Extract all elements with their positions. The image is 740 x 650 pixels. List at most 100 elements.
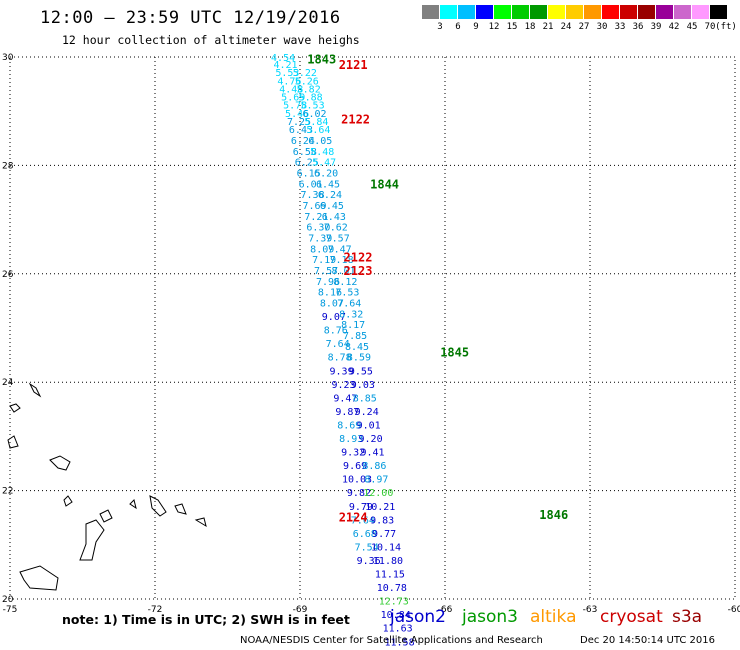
- y-tick-label: 20: [2, 595, 14, 605]
- legend-swatch: [620, 5, 637, 19]
- wave-height-value: 5.46: [285, 109, 309, 120]
- satellite-altika: altika: [530, 607, 577, 627]
- legend-label: 3: [437, 22, 443, 32]
- legend-label: 42: [668, 22, 680, 32]
- wave-height-value: 9.03: [351, 380, 375, 391]
- wave-height-value: 9.87: [335, 407, 359, 418]
- wave-height-value: 12.73: [379, 597, 409, 608]
- legend-label: 15: [506, 22, 518, 32]
- wave-height-value: 9.77: [372, 529, 396, 540]
- wave-height-value: 7.38: [301, 190, 325, 201]
- wave-height-value: 10.03: [342, 475, 372, 486]
- wave-height-value: 9.41: [360, 448, 384, 459]
- wave-height-value: 9.23: [331, 380, 355, 391]
- wave-height-value: 7.53: [335, 288, 359, 299]
- wave-height-value: 9.32: [341, 448, 365, 459]
- wave-height-value: 8.85: [353, 393, 377, 404]
- color-legend: 3 6 9 12 15 18 21 24 27 30 33 36 39 42 45 70 (ft): [422, 5, 737, 33]
- legend-label: 6: [455, 22, 461, 32]
- island-outline: [79, 519, 105, 561]
- wave-height-value: 7.39: [308, 233, 332, 244]
- legend-swatch: [512, 5, 529, 19]
- wave-height-value: 8.76: [324, 326, 348, 337]
- wave-height-value: 5.88: [299, 93, 323, 104]
- legend-swatch: [422, 5, 439, 19]
- legend-label: 21: [542, 22, 554, 32]
- wave-height-value: 9.55: [349, 366, 373, 377]
- wave-height-value: 8.12: [333, 277, 357, 288]
- legend-label: 45: [686, 22, 698, 32]
- island-outline: [49, 455, 71, 471]
- wave-height-value: 4.21: [273, 60, 297, 71]
- wave-height-value: 10.78: [377, 583, 407, 594]
- wave-height-value: 4.54: [271, 53, 295, 64]
- pass-time-label: 1843: [307, 53, 336, 67]
- wave-height-value: 8.07: [320, 299, 344, 310]
- wave-height-value: 6.25: [295, 158, 319, 169]
- wave-height-value: 8.97: [364, 475, 388, 486]
- wave-height-value: 11.15: [375, 570, 405, 581]
- wave-height-value: 8.86: [362, 461, 386, 472]
- legend-label: 39: [650, 22, 662, 32]
- island-outline: [19, 565, 59, 591]
- x-tick-label: -63: [583, 605, 598, 615]
- footer-note: note: 1) Time is in UTC; 2) SWH is in fe…: [62, 612, 350, 627]
- island-outline: [7, 435, 19, 449]
- legend-unit: (ft): [715, 22, 737, 32]
- wave-height-value: 7.21: [304, 212, 328, 223]
- y-tick-label: 28: [2, 161, 14, 171]
- y-tick-label: 30: [2, 53, 14, 63]
- wave-height-value: 9.24: [355, 407, 379, 418]
- island-outline: [99, 509, 113, 523]
- wave-height-value: 7.57: [314, 266, 338, 277]
- island-outline: [9, 403, 21, 413]
- wave-height-value: 9.20: [359, 434, 383, 445]
- wave-height-value: 10.84: [381, 610, 411, 621]
- legend-swatch: [494, 5, 511, 19]
- wave-height-value: 7.64: [351, 515, 375, 526]
- wave-height-value: 9.36: [357, 556, 381, 567]
- legend-label: 33: [614, 22, 626, 32]
- x-tick-label: -72: [148, 605, 163, 615]
- legend-swatch: [530, 5, 547, 19]
- legend-label: 30: [596, 22, 608, 32]
- wave-height-value: 7.96: [316, 277, 340, 288]
- wave-height-value: 5.48: [310, 147, 334, 158]
- pass-time-label: 1844: [370, 177, 399, 191]
- wave-height-value: 8.09: [310, 244, 334, 255]
- x-tick-label: -75: [3, 605, 18, 615]
- wave-height-value: 12.00: [363, 488, 393, 499]
- legend-label: 9: [473, 22, 479, 32]
- credit-text: NOAA/NESDIS Center for Satellite Applica…: [240, 635, 543, 646]
- y-tick-label: 22: [2, 487, 13, 497]
- title-time-range: 12:00 — 23:59 UTC 12/19/2016: [40, 8, 341, 28]
- wave-height-value: 6.15: [297, 168, 321, 179]
- legend-label: 24: [560, 22, 572, 32]
- legend-swatch: [584, 5, 601, 19]
- wave-height-value: 6.24: [318, 190, 342, 201]
- wave-height-value: 7.18: [330, 255, 354, 266]
- wave-height-value: 9.82: [347, 488, 371, 499]
- wave-height-value: 5.69: [281, 93, 305, 104]
- wave-height-value: 7.85: [343, 331, 367, 342]
- wave-height-value: 6.43: [322, 212, 346, 223]
- legend-swatch: [638, 5, 655, 19]
- satellite-jason2: jason2: [390, 607, 446, 627]
- wave-height-value: 7.54: [355, 542, 379, 553]
- legend-swatch: [458, 5, 475, 19]
- wave-height-value: 7.64: [326, 339, 350, 350]
- wave-height-value: 7.19: [312, 255, 336, 266]
- wave-height-value: 9.01: [357, 420, 381, 431]
- wave-height-value: 6.45: [316, 179, 340, 190]
- wave-height-value: 6.45: [320, 201, 344, 212]
- legend-label: 12: [488, 22, 500, 32]
- x-tick-label: -69: [293, 605, 308, 615]
- wave-height-value: 9.69: [343, 461, 367, 472]
- wave-height-value: 6.30: [306, 223, 330, 234]
- wave-height-value: 5.78: [283, 101, 307, 112]
- legend-swatch: [548, 5, 565, 19]
- legend-swatch: [602, 5, 619, 19]
- satellite-jason3: jason3: [462, 607, 518, 627]
- wave-height-value: 5.22: [293, 68, 317, 79]
